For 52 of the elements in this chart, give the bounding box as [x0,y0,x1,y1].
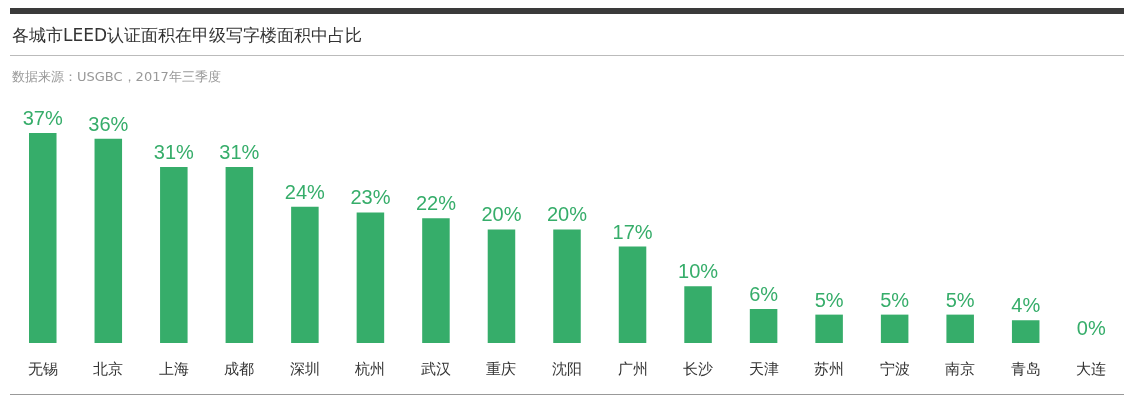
data-label: 31% [219,141,260,164]
x-tick-label: 上海 [158,360,189,377]
bar [291,206,319,343]
x-tick-label: 青岛 [1010,360,1041,377]
bar [946,314,974,343]
bar [225,167,254,343]
data-label: 24% [284,180,326,203]
data-label: 5% [945,288,975,311]
data-label: 36% [88,112,129,135]
source-note: 数据来源：USGBC，2017年三季度 [12,68,221,86]
x-tick-label: 大连 [1076,360,1107,377]
data-label: 31% [153,141,195,164]
data-label: 20% [546,203,588,226]
bar [29,133,57,343]
data-label: 5% [814,288,844,311]
bar [749,308,778,343]
x-tick-label: 杭州 [354,360,386,377]
x-tick-label: 成都 [224,360,255,377]
data-label: 23% [350,186,391,209]
data-label: 4% [1011,294,1041,317]
x-tick-label: 深圳 [289,360,320,377]
bar [618,246,647,343]
data-label: 10% [678,260,719,283]
data-label: 6% [749,282,779,305]
chart-title: 各城市LEED认证面积在甲级写字楼面积中占比 [12,24,363,47]
bar [160,167,188,343]
bar [1011,320,1040,343]
x-tick-label: 沈阳 [552,360,582,377]
data-label: 17% [612,220,653,243]
bar [684,286,712,343]
x-tick-label: 苏州 [814,360,845,377]
bar [356,212,385,343]
x-tick-label: 天津 [748,360,779,377]
x-tick-label: 北京 [93,360,124,377]
bar [553,229,581,343]
bar [487,229,516,343]
data-label: 5% [880,288,910,311]
bar [422,218,450,343]
x-tick-label: 重庆 [486,360,517,377]
x-tick-label: 宁波 [879,360,910,377]
data-label: 20% [481,203,522,226]
bar [815,314,843,343]
x-tick-label: 武汉 [420,360,451,377]
x-tick-label: 广州 [617,360,648,377]
x-tick-label: 无锡 [27,360,58,377]
data-label: 22% [415,192,457,215]
bar [94,138,123,343]
data-label: 0% [1076,317,1106,339]
bar [880,314,909,343]
data-label: 37% [22,107,63,129]
x-tick-label: 南京 [945,360,976,377]
x-tick-label: 长沙 [683,360,714,377]
